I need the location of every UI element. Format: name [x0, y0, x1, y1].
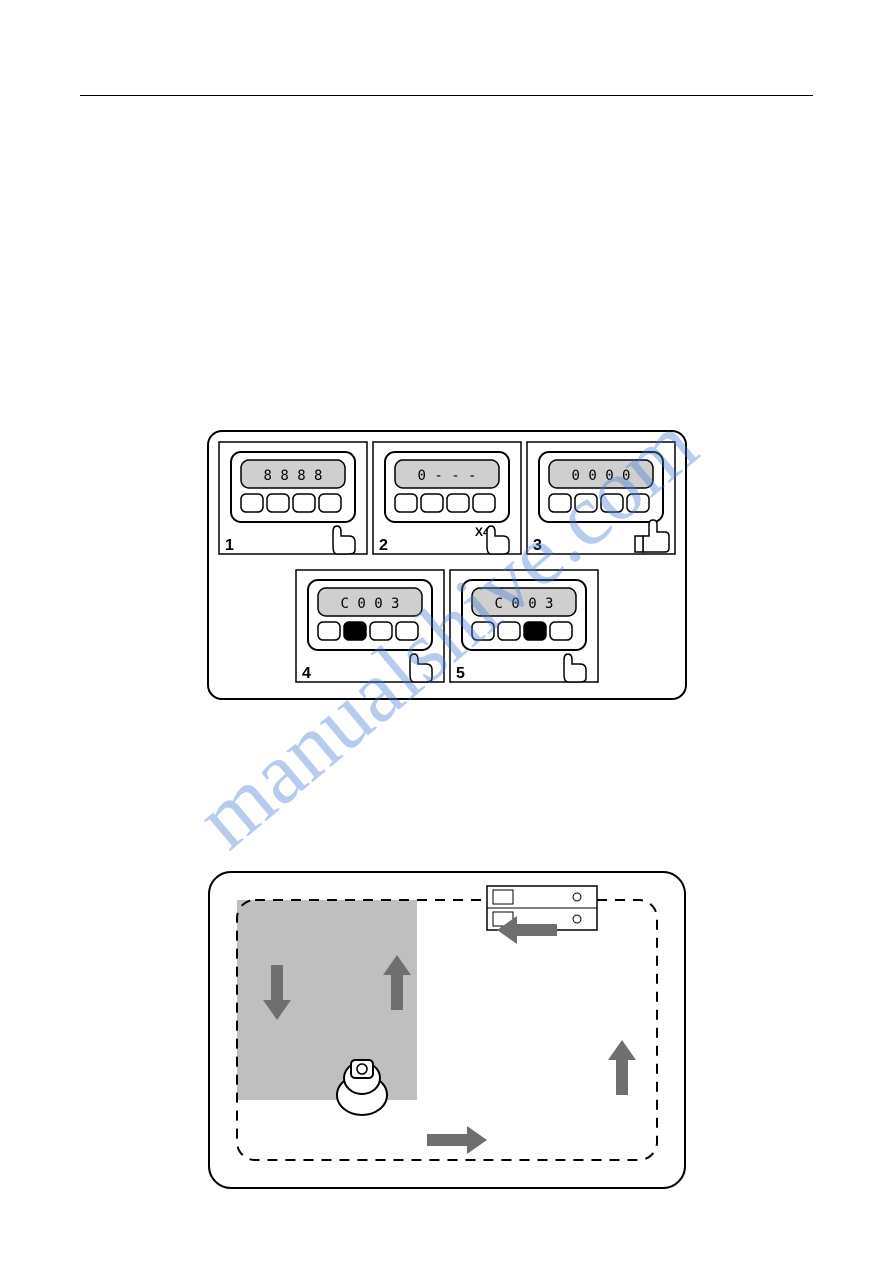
figure-lawn-path — [207, 870, 687, 1190]
panel-4-number: 4 — [302, 665, 311, 682]
panel-1: 8 8 8 8 1 — [219, 442, 367, 554]
panel-5-display: C 0 0 3 — [494, 596, 553, 612]
panel-5: C 0 0 3 5 — [450, 570, 598, 682]
pointing-hand-icon — [333, 526, 355, 554]
highlighted-button — [344, 622, 366, 640]
top-rule — [80, 95, 813, 96]
pointing-hand-icon — [487, 526, 509, 554]
panel-1-buttons — [241, 494, 341, 512]
pointing-hand-icon — [564, 654, 586, 682]
panel-3: 0 0 0 0 3 — [527, 442, 675, 554]
panel-2-display: 0 - - - — [417, 468, 476, 484]
charging-station-icon — [487, 886, 597, 930]
pointing-hand-icon — [410, 654, 432, 682]
panel-1-display: 8 8 8 8 — [263, 468, 322, 484]
panel-5-number: 5 — [456, 665, 465, 682]
panel-4-display: C 0 0 3 — [340, 596, 399, 612]
page: manualshive.com 8 8 8 8 1 — [0, 0, 893, 1263]
thumbs-up-icon — [635, 520, 669, 552]
panel-2-number: 2 — [379, 537, 388, 554]
panel-4: C 0 0 3 4 — [296, 570, 444, 682]
panel-2: 0 - - - 2 X4 — [373, 442, 521, 554]
highlighted-button — [524, 622, 546, 640]
panel-1-number: 1 — [225, 537, 234, 554]
figure-control-panels: 8 8 8 8 1 0 - - - — [207, 430, 687, 700]
panel-3-display: 0 0 0 0 — [571, 468, 630, 484]
panel-3-number: 3 — [533, 537, 542, 554]
